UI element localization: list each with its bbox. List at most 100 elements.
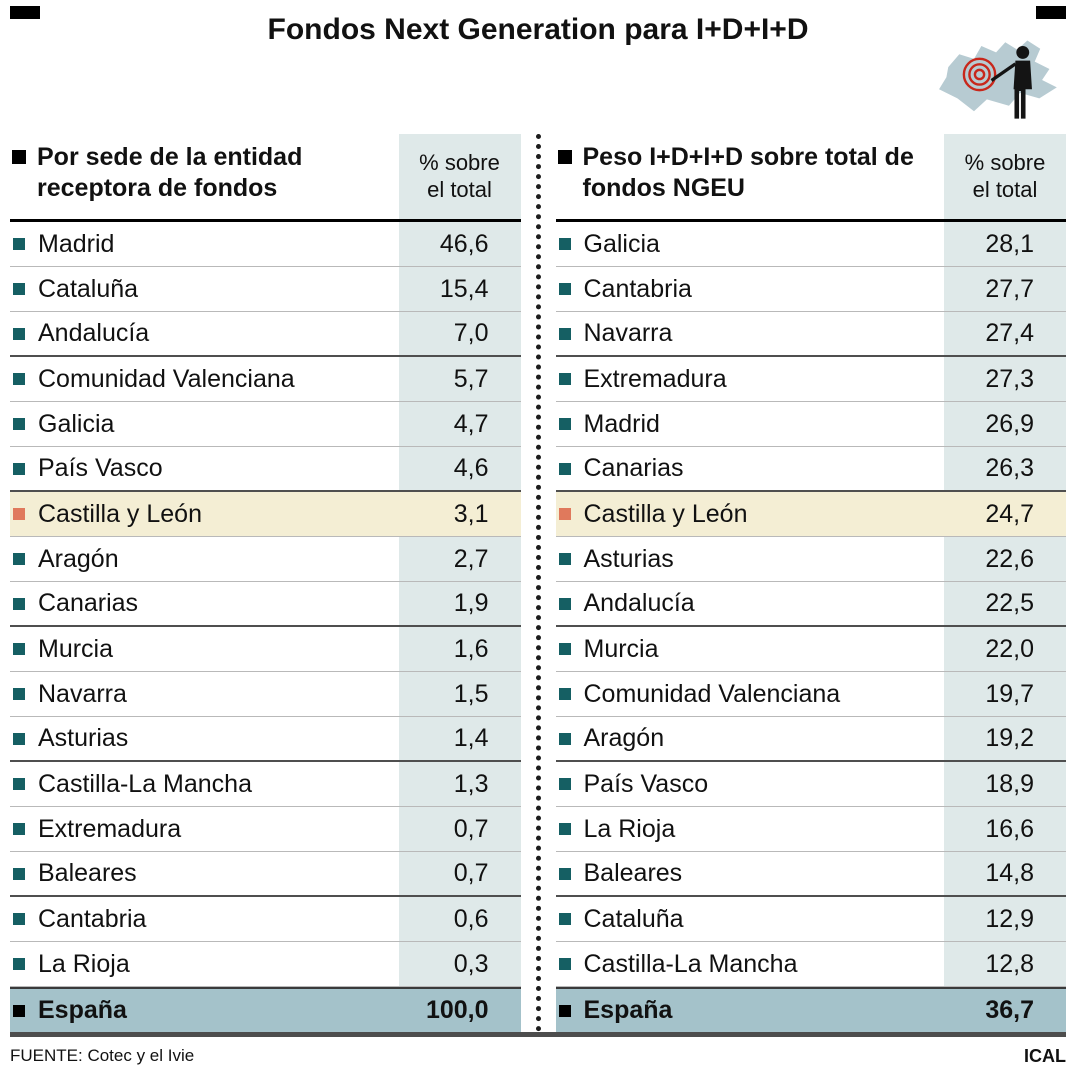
row-bullet-icon: [13, 913, 25, 925]
source-text: FUENTE: Cotec y el Ivie: [10, 1046, 195, 1065]
row-bullet-icon: [13, 597, 25, 610]
region-label: Castilla-La Mancha: [38, 769, 252, 798]
table-row: Murcia 22,0: [555, 627, 1066, 672]
region-cell: Baleares: [10, 852, 399, 895]
region-value: 100,0: [398, 989, 521, 1032]
region-label: Asturias: [38, 724, 129, 752]
region-value: 19,2: [944, 717, 1066, 760]
region-label: Navarra: [583, 319, 673, 347]
region-label: La Rioja: [38, 949, 130, 978]
region-cell: Navarra: [10, 672, 399, 716]
row-bullet-icon: [558, 238, 571, 250]
region-cell: Madrid: [556, 402, 945, 446]
row-bullet-icon: [13, 1004, 25, 1017]
region-cell: Castilla-La Mancha: [10, 762, 399, 806]
row-bullet-icon: [558, 597, 571, 610]
region-cell: Canarias: [10, 582, 399, 625]
table-row: Canarias 1,9: [10, 582, 521, 627]
region-cell: Extremadura: [10, 807, 399, 851]
region-label: Andalucía: [583, 589, 695, 617]
table-row: Extremadura 27,3: [555, 357, 1066, 402]
region-label: Aragón: [583, 724, 665, 752]
region-cell: Cantabria: [556, 267, 945, 311]
logo-svg: [939, 40, 1057, 119]
region-cell: Aragón: [10, 537, 399, 581]
table-title: Por sede de la entidad receptora de fond…: [37, 143, 303, 202]
region-cell: Asturias: [10, 717, 399, 760]
ical-castilla-leon-logo: [928, 34, 1066, 131]
row-bullet-icon: [13, 643, 25, 655]
region-cell: Comunidad Valenciana: [556, 672, 945, 716]
region-cell: País Vasco: [10, 447, 399, 490]
region-label: España: [38, 996, 127, 1024]
table-row: Cantabria 0,6: [10, 897, 521, 942]
region-cell: Cataluña: [556, 897, 945, 941]
table-body: Madrid 46,6 Cataluña 15,4 Andalucía 7,0 Comuni…: [10, 222, 521, 1032]
header: Fondos Next Generation para I+D+I+D: [10, 0, 1066, 134]
region-value: 26,3: [944, 447, 1066, 490]
region-value: 22,5: [944, 582, 1066, 625]
region-label: Canarias: [38, 589, 139, 617]
row-bullet-icon: [13, 958, 25, 970]
region-value: 22,0: [944, 627, 1066, 671]
region-value: 12,8: [944, 942, 1066, 986]
row-bullet-icon: [13, 688, 25, 700]
region-label: Murcia: [583, 634, 659, 663]
region-value: 0,7: [398, 807, 521, 851]
column-header-percent: % sobre el total: [944, 134, 1066, 219]
region-label: Cantabria: [38, 904, 147, 933]
radar-target-icon: [962, 57, 997, 92]
region-cell: Galicia: [10, 402, 399, 446]
row-bullet-icon: [558, 508, 571, 520]
table-row: Asturias 22,6: [555, 537, 1066, 582]
row-bullet-icon: [13, 732, 25, 745]
square-bullet-icon: [12, 150, 26, 164]
region-value: 7,0: [398, 312, 521, 355]
region-value: 36,7: [944, 989, 1066, 1032]
region-value: 22,6: [944, 537, 1066, 581]
table-row: Castilla-La Mancha 12,8: [555, 942, 1066, 987]
region-value: 0,6: [398, 897, 521, 941]
corner-mark-right: [1036, 6, 1066, 19]
region-label: Comunidad Valenciana: [38, 364, 295, 393]
table-row: País Vasco 4,6: [10, 447, 521, 492]
row-bullet-icon: [13, 238, 25, 250]
table-row: Aragón 2,7: [10, 537, 521, 582]
region-label: Madrid: [38, 229, 115, 258]
region-cell: Aragón: [556, 717, 945, 760]
region-cell: Castilla y León: [10, 492, 399, 536]
corner-mark-left: [10, 6, 40, 19]
table-row: Navarra 1,5: [10, 672, 521, 717]
region-cell: Murcia: [556, 627, 945, 671]
region-label: Andalucía: [38, 319, 150, 347]
region-cell: Canarias: [556, 447, 945, 490]
table-row: España 100,0: [10, 987, 521, 1032]
row-bullet-icon: [558, 1004, 571, 1017]
region-label: Comunidad Valenciana: [583, 679, 841, 708]
region-label: País Vasco: [583, 769, 709, 798]
row-bullet-icon: [13, 553, 25, 565]
table-row: Canarias 26,3: [555, 447, 1066, 492]
region-label: España: [583, 996, 673, 1024]
region-value: 3,1: [398, 492, 521, 536]
region-cell: España: [10, 989, 399, 1032]
region-cell: Andalucía: [10, 312, 399, 355]
region-cell: Asturias: [556, 537, 945, 581]
region-value: 24,7: [944, 492, 1066, 536]
region-value: 19,7: [944, 672, 1066, 716]
table-row: Baleares 14,8: [555, 852, 1066, 897]
region-label: Galicia: [583, 229, 660, 258]
region-label: Canarias: [583, 454, 684, 482]
row-bullet-icon: [13, 418, 25, 430]
row-bullet-icon: [558, 643, 571, 655]
region-label: Cataluña: [38, 274, 139, 303]
region-cell: Cataluña: [10, 267, 399, 311]
column-header-percent: % sobre el total: [398, 134, 521, 219]
footer: FUENTE: Cotec y el Ivie ICAL: [10, 1037, 1066, 1067]
region-value: 4,6: [398, 447, 521, 490]
region-value: 12,9: [944, 897, 1066, 941]
region-value: 1,5: [398, 672, 521, 716]
region-cell: Madrid: [10, 222, 399, 266]
region-label: Cataluña: [583, 904, 684, 933]
